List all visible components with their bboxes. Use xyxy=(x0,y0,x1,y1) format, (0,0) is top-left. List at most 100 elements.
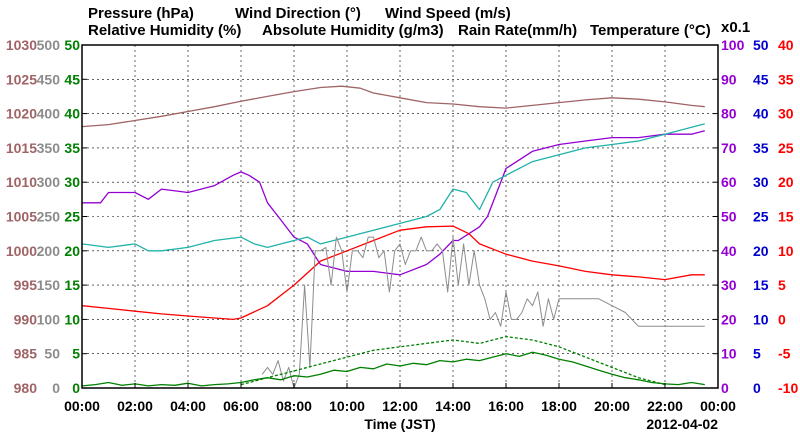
x-tick-label: 20:00 xyxy=(594,398,630,414)
rain-rate-tick-label: 10 xyxy=(753,311,769,327)
pressure-tick-label: 980 xyxy=(14,380,38,396)
wind-speed-tick-label: 40 xyxy=(64,106,80,122)
relative-humidity-tick-label: 10 xyxy=(721,346,737,362)
wind-direction-tick-label: 250 xyxy=(37,209,61,225)
legend-wind-speed: Wind Speed (m/s) xyxy=(385,5,511,22)
wind-direction-tick-label: 0 xyxy=(52,380,60,396)
legend-relative-humidity: Relative Humidity (%) xyxy=(88,22,241,39)
relative-humidity-tick-label: 100 xyxy=(721,37,745,53)
temperature-tick-label: 25 xyxy=(778,140,794,156)
relative-humidity-tick-label: 70 xyxy=(721,140,737,156)
series-layer xyxy=(81,85,705,389)
wind-speed-tick-label: 50 xyxy=(64,37,80,53)
rain-rate-tick-label: 40 xyxy=(753,106,769,122)
temperature-tick-label: 35 xyxy=(778,71,794,87)
temperature-tick-label: 15 xyxy=(778,209,794,225)
legend-pressure: Pressure (hPa) xyxy=(88,5,194,22)
rain-rate-tick-label: 20 xyxy=(753,243,769,259)
wind-direction-tick-label: 450 xyxy=(37,71,61,87)
legend-wind-direction: Wind Direction (°) xyxy=(235,5,361,22)
pressure-tick-label: 1010 xyxy=(6,174,37,190)
temperature-tick-label: -10 xyxy=(778,380,798,396)
wind-speed-tick-label: 25 xyxy=(64,209,80,225)
series-relative-humidity xyxy=(82,130,705,276)
relative-humidity-tick-label: 40 xyxy=(721,243,737,259)
wind-speed-tick-label: 35 xyxy=(64,140,80,156)
relative-humidity-tick-label: 20 xyxy=(721,311,737,327)
x-axis-label: Time (JST) xyxy=(364,416,435,432)
rain-rate-tick-label: 5 xyxy=(753,346,761,362)
temperature-tick-label: 40 xyxy=(778,37,794,53)
x-tick-label: 06:00 xyxy=(223,398,259,414)
wind-direction-tick-label: 400 xyxy=(37,106,61,122)
temperature-tick-label: 10 xyxy=(778,243,794,259)
plot-grid xyxy=(82,45,718,388)
date-label: 2012-04-02 xyxy=(646,416,718,432)
rain-rate-tick-label: 0 xyxy=(753,380,761,396)
wind-speed-tick-label: 45 xyxy=(64,71,80,87)
temperature-tick-label: -5 xyxy=(778,346,791,362)
wind-direction-tick-label: 50 xyxy=(44,346,60,362)
relative-humidity-tick-label: 30 xyxy=(721,277,737,293)
pressure-tick-label: 1015 xyxy=(6,140,37,156)
temperature-tick-label: 5 xyxy=(778,277,786,293)
wind-direction-tick-label: 500 xyxy=(37,37,61,53)
series-wind-direction xyxy=(261,236,705,389)
series-pressure-hpa xyxy=(81,85,705,128)
relative-humidity-tick-label: 50 xyxy=(721,209,737,225)
pressure-tick-label: 990 xyxy=(14,311,38,327)
x-tick-label: 02:00 xyxy=(117,398,153,414)
legend-absolute-humidity: Absolute Humidity (g/m3) xyxy=(262,22,444,39)
pressure-tick-label: 1005 xyxy=(6,209,37,225)
pressure-tick-label: 985 xyxy=(14,346,38,362)
relative-humidity-tick-label: 60 xyxy=(721,174,737,190)
wind-speed-tick-label: 30 xyxy=(64,174,80,190)
series-absolute-humidity-g-m3 xyxy=(81,123,705,252)
x-tick-label: 04:00 xyxy=(170,398,206,414)
rain-rate-tick-label: 30 xyxy=(753,174,769,190)
x-tick-label: 16:00 xyxy=(488,398,524,414)
rain-rate-tick-label: 45 xyxy=(753,71,769,87)
series-wind-speed-gust-m-s xyxy=(240,335,666,386)
pressure-tick-label: 1020 xyxy=(6,106,37,122)
left-axes: 9809859909951000100510101015102010251030… xyxy=(6,37,718,396)
pressure-tick-label: 1030 xyxy=(6,37,37,53)
relative-humidity-tick-label: 0 xyxy=(721,380,729,396)
pressure-tick-label: 995 xyxy=(14,277,38,293)
legend-temperature: Temperature (°C) xyxy=(590,22,711,39)
legend-rain-rate: Rain Rate(mm/h) xyxy=(458,22,577,39)
wind-speed-tick-label: 20 xyxy=(64,243,80,259)
wind-direction-tick-label: 200 xyxy=(37,243,61,259)
rain-rate-tick-label: 25 xyxy=(753,209,769,225)
wind-speed-tick-label: 15 xyxy=(64,277,80,293)
rain-rate-tick-label: 50 xyxy=(753,37,769,53)
x-tick-label: 22:00 xyxy=(647,398,683,414)
wind-direction-tick-label: 300 xyxy=(37,174,61,190)
pressure-tick-label: 1025 xyxy=(6,71,37,87)
wind-direction-tick-label: 150 xyxy=(37,277,61,293)
wind-speed-tick-label: 10 xyxy=(64,311,80,327)
temperature-tick-label: 30 xyxy=(778,106,794,122)
x-tick-label: 00:00 xyxy=(700,398,736,414)
wind-speed-tick-label: 5 xyxy=(72,346,80,362)
wind-speed-tick-label: 0 xyxy=(72,380,80,396)
wind-direction-tick-label: 350 xyxy=(37,140,61,156)
rain-rate-tick-label: 35 xyxy=(753,140,769,156)
x-tick-label: 08:00 xyxy=(276,398,312,414)
pressure-tick-label: 1000 xyxy=(6,243,37,259)
x-tick-label: 14:00 xyxy=(435,398,471,414)
temperature-tick-label: 0 xyxy=(778,311,786,327)
relative-humidity-tick-label: 90 xyxy=(721,71,737,87)
x-tick-label: 12:00 xyxy=(382,398,418,414)
wind-direction-tick-label: 100 xyxy=(37,311,61,327)
right-axes: 0102030405060708090100051015202530354045… xyxy=(721,37,798,396)
relative-humidity-tick-label: 80 xyxy=(721,106,737,122)
x-tick-label: 10:00 xyxy=(329,398,365,414)
x-tick-label: 18:00 xyxy=(541,398,577,414)
x-axis: 00:00 02:00 04:00 06:00 08:00 10:00 12:00 14:00… xyxy=(64,383,736,414)
rain-rate-tick-label: 15 xyxy=(753,277,769,293)
rain-scale-note: x0.1 xyxy=(721,19,750,36)
temperature-tick-label: 20 xyxy=(778,174,794,190)
